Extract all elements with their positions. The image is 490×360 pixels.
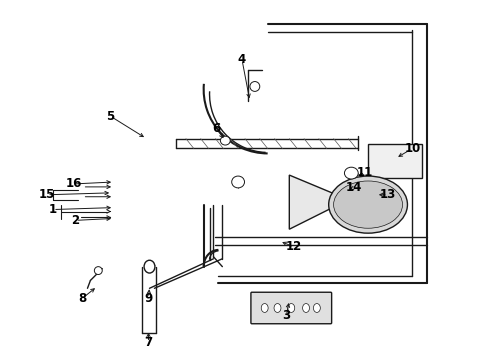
Ellipse shape <box>344 167 358 179</box>
Bar <box>368 144 422 178</box>
Ellipse shape <box>144 260 155 273</box>
Ellipse shape <box>220 136 230 145</box>
Text: 9: 9 <box>145 292 153 305</box>
Ellipse shape <box>250 82 260 91</box>
FancyBboxPatch shape <box>251 292 332 324</box>
Text: 4: 4 <box>238 53 246 66</box>
Ellipse shape <box>261 303 268 312</box>
Ellipse shape <box>288 303 294 312</box>
Text: 1: 1 <box>49 203 57 216</box>
Text: 3: 3 <box>282 309 291 322</box>
Text: 2: 2 <box>72 214 80 227</box>
Text: 11: 11 <box>357 166 373 179</box>
Text: 12: 12 <box>286 240 302 253</box>
Text: 16: 16 <box>66 177 82 190</box>
Text: 8: 8 <box>78 292 87 305</box>
Polygon shape <box>289 175 348 229</box>
Text: 14: 14 <box>346 181 363 194</box>
Ellipse shape <box>314 303 320 312</box>
Ellipse shape <box>95 267 102 275</box>
Text: 13: 13 <box>380 188 396 201</box>
Text: 10: 10 <box>404 142 420 155</box>
Ellipse shape <box>329 176 408 233</box>
Text: 5: 5 <box>106 109 114 122</box>
Ellipse shape <box>334 181 402 228</box>
Text: 15: 15 <box>39 188 55 201</box>
Ellipse shape <box>232 176 245 188</box>
Text: 7: 7 <box>145 336 152 349</box>
Ellipse shape <box>303 303 310 312</box>
Text: 6: 6 <box>212 122 220 135</box>
Ellipse shape <box>274 303 281 312</box>
